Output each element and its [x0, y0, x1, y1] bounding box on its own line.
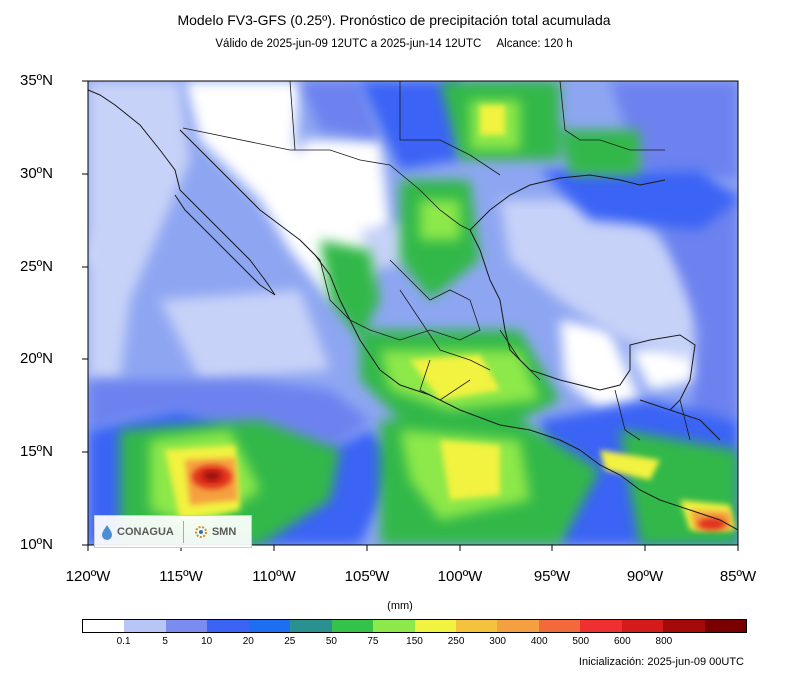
colorbar-level-label: 10	[201, 636, 213, 647]
range-text: Alcance: 120 h	[496, 38, 573, 50]
colorbar-swatch	[538, 620, 581, 632]
map-frame	[87, 80, 739, 546]
colorbar-level-label: 150	[406, 636, 423, 647]
colorbar-swatch	[331, 620, 374, 632]
lat-label-10: 10ºN	[20, 536, 53, 553]
colorbar-level-label: 300	[489, 636, 506, 647]
conagua-logo: CONAGUA	[100, 524, 174, 540]
lon-label-100: 100ºW	[437, 568, 483, 585]
colorbar-level-label: 0.1	[116, 636, 131, 647]
colorbar-level-label: 400	[530, 636, 548, 647]
lon-label-95: 95ºW	[533, 568, 571, 585]
lon-label-120: 120ºW	[65, 568, 111, 585]
lat-label-30: 30ºN	[20, 165, 53, 182]
colorbar-level-label: 20	[242, 636, 254, 647]
colorbar-swatch	[124, 620, 166, 632]
colorbar-swatch	[580, 620, 622, 632]
lon-label-105: 105ºW	[344, 568, 390, 585]
colorbar-swatch	[373, 620, 415, 632]
smn-name: SMN	[211, 525, 237, 538]
axis-ticks	[82, 80, 739, 551]
colorbar-level-label: 25	[284, 636, 296, 647]
colorbar-level-label: 800	[655, 636, 673, 647]
coastlines	[88, 89, 738, 531]
borders	[182, 81, 691, 441]
colorbar-swatch	[455, 620, 498, 632]
precip-field	[88, 81, 738, 545]
agency-logos: CONAGUA SMN	[94, 515, 252, 548]
colorbar-swatch	[207, 620, 249, 632]
map-subtitle: Válido de 2025-jun-09 12UTC a 2025-jun-1…	[0, 38, 788, 50]
smn-logo: SMN	[193, 524, 236, 540]
colorbar-swatch	[290, 620, 332, 632]
colorbar-swatch	[248, 620, 291, 632]
lat-label-35: 35ºN	[20, 72, 53, 89]
colorbar-swatch	[704, 620, 746, 632]
colorbar-level-label: 5	[162, 636, 168, 647]
colorbar-swatch	[621, 620, 664, 632]
colorbar-level-label: 500	[572, 636, 590, 647]
conagua-name: CONAGUA	[117, 525, 174, 538]
validity-text: Válido de 2025-jun-09 12UTC a 2025-jun-1…	[215, 38, 482, 50]
lon-label-110: 110ºW	[252, 568, 296, 585]
water-drop-icon	[102, 524, 112, 540]
colorbar-level-label: 75	[367, 636, 379, 647]
lat-label-15: 15ºN	[20, 443, 53, 460]
colorbar-level-label: 50	[325, 636, 337, 647]
logo-divider	[182, 520, 184, 543]
lon-label-115: 115ºW	[159, 568, 203, 585]
lat-label-20: 20ºN	[20, 350, 53, 367]
map-title: Modelo FV3-GFS (0.25º). Pronóstico de pr…	[177, 12, 611, 28]
colorbar-level-label: 250	[447, 636, 465, 647]
colorbar-swatch	[497, 620, 539, 632]
colorbar-swatch	[663, 620, 705, 632]
lon-label-90: 90ºW	[626, 568, 664, 585]
colorbar-swatch	[414, 620, 456, 632]
init-time: Inicialización: 2025-jun-09 00UTC	[578, 656, 744, 668]
colorbar-swatch	[165, 620, 208, 632]
colorbar-level-label: 600	[613, 636, 631, 647]
colorbar	[82, 619, 747, 633]
lon-label-85: 85ºW	[719, 568, 757, 585]
gear-icon	[194, 525, 207, 538]
lat-label-25: 25ºN	[20, 258, 53, 275]
colorbar-swatch	[83, 620, 125, 632]
colorbar-units: (mm)	[387, 600, 413, 612]
